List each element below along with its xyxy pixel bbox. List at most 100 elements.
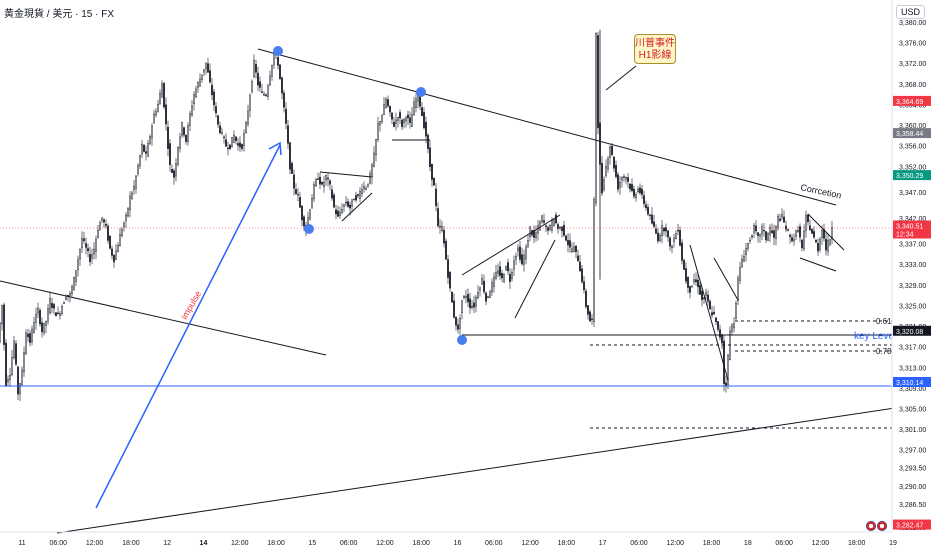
candle-body xyxy=(779,218,781,221)
x-tick-label: 12:00 xyxy=(86,540,104,547)
candle-body xyxy=(397,117,399,121)
candle-body xyxy=(117,245,119,253)
candle-body xyxy=(721,334,723,344)
candle-body xyxy=(489,291,491,298)
candle-body xyxy=(465,296,467,298)
candle-body xyxy=(577,255,579,262)
candle-body xyxy=(441,226,443,231)
candle-body xyxy=(719,329,721,338)
candle-body xyxy=(225,139,227,147)
candle-body xyxy=(645,204,647,209)
candle-body xyxy=(375,139,377,155)
candle-body xyxy=(455,316,457,326)
candle-body xyxy=(517,247,519,252)
candle-body xyxy=(575,245,577,252)
y-tick-label: 3,313.00 xyxy=(899,365,926,372)
candle-body xyxy=(423,112,425,129)
candle-body xyxy=(503,274,505,283)
candle-body xyxy=(419,96,421,107)
price-label-text: 3,282.47 xyxy=(896,523,923,530)
candle-body xyxy=(401,119,403,127)
candle-body xyxy=(495,272,497,279)
price-label-countdown: 12:34 xyxy=(896,231,914,238)
candle-body xyxy=(23,352,25,373)
price-label-text: 3,320.08 xyxy=(896,329,923,336)
price-label-bg xyxy=(893,170,931,181)
candle-body xyxy=(217,115,219,125)
symbol-title[interactable]: 黄金現貨 / 美元 · 15 · FX xyxy=(4,9,115,20)
candle-body xyxy=(93,248,95,255)
candle-body xyxy=(349,204,351,209)
candle-body xyxy=(563,224,565,236)
candle-body xyxy=(39,309,41,325)
candle-body xyxy=(661,225,663,236)
candle-body xyxy=(285,108,287,124)
candle-body xyxy=(239,142,241,148)
candle-body xyxy=(243,133,245,146)
candle-body xyxy=(669,237,671,247)
candle-body xyxy=(513,260,515,270)
candle-body xyxy=(791,237,793,242)
candle-body xyxy=(261,91,263,93)
candle-body xyxy=(715,317,717,322)
candle-body xyxy=(99,222,101,231)
candle-body xyxy=(771,230,773,234)
candle-body xyxy=(549,225,551,230)
flag-icon[interactable] xyxy=(866,518,888,531)
candle-body xyxy=(369,173,371,184)
candle-body xyxy=(101,217,103,221)
candle-body xyxy=(415,98,417,108)
candle-body xyxy=(9,374,11,380)
candle-body xyxy=(453,300,455,318)
candle-body xyxy=(165,104,167,125)
long-support-trendline xyxy=(56,407,896,534)
candle-body xyxy=(335,209,337,215)
y-tick-label: 3,356.00 xyxy=(899,144,926,151)
candle-body xyxy=(739,267,741,281)
candle-body xyxy=(675,233,677,240)
candle-body xyxy=(393,121,395,127)
candle-body xyxy=(203,69,205,73)
candle-body xyxy=(47,308,49,322)
candle-body xyxy=(79,248,81,260)
candle-body xyxy=(109,235,111,249)
candle-body xyxy=(707,294,709,302)
x-tick-label: 18:00 xyxy=(267,540,285,547)
candle-body xyxy=(65,297,67,300)
candle-body xyxy=(681,242,683,261)
candle-body xyxy=(317,178,319,180)
candle-body xyxy=(333,194,335,208)
x-tick-label: 06:00 xyxy=(50,540,68,547)
x-tick-label: 18 xyxy=(744,540,752,547)
drawings: impulse Corrcetion key Level 0.618 0.786 xyxy=(0,46,897,534)
candle-body xyxy=(337,210,339,217)
candle-body xyxy=(185,134,187,142)
candle-body xyxy=(195,88,197,97)
candle-body xyxy=(751,235,753,238)
candle-body xyxy=(469,298,471,309)
candle-body xyxy=(539,221,541,231)
candle-body xyxy=(507,262,509,272)
y-tick-label: 3,372.00 xyxy=(899,61,926,68)
candle-body xyxy=(605,165,607,176)
x-tick-label: 06:00 xyxy=(485,540,503,547)
candle-body xyxy=(735,302,737,319)
candle-body xyxy=(733,323,735,329)
candle-body xyxy=(259,81,261,88)
currency-button[interactable]: USD xyxy=(896,5,926,19)
candle-body xyxy=(353,198,355,201)
candle-body xyxy=(687,276,689,288)
candle-body xyxy=(283,92,285,108)
y-tick-label: 3,368.00 xyxy=(899,82,926,89)
candle-body xyxy=(727,354,729,385)
x-tick-label: 06:00 xyxy=(775,540,793,547)
swing-point xyxy=(273,46,283,56)
candle-body xyxy=(147,143,149,157)
candle-body xyxy=(569,240,571,248)
rising-wedge-top xyxy=(461,214,561,276)
candle-body xyxy=(97,230,99,238)
candle-body xyxy=(775,226,777,239)
candle-body xyxy=(315,179,317,187)
candle-body xyxy=(607,158,609,170)
